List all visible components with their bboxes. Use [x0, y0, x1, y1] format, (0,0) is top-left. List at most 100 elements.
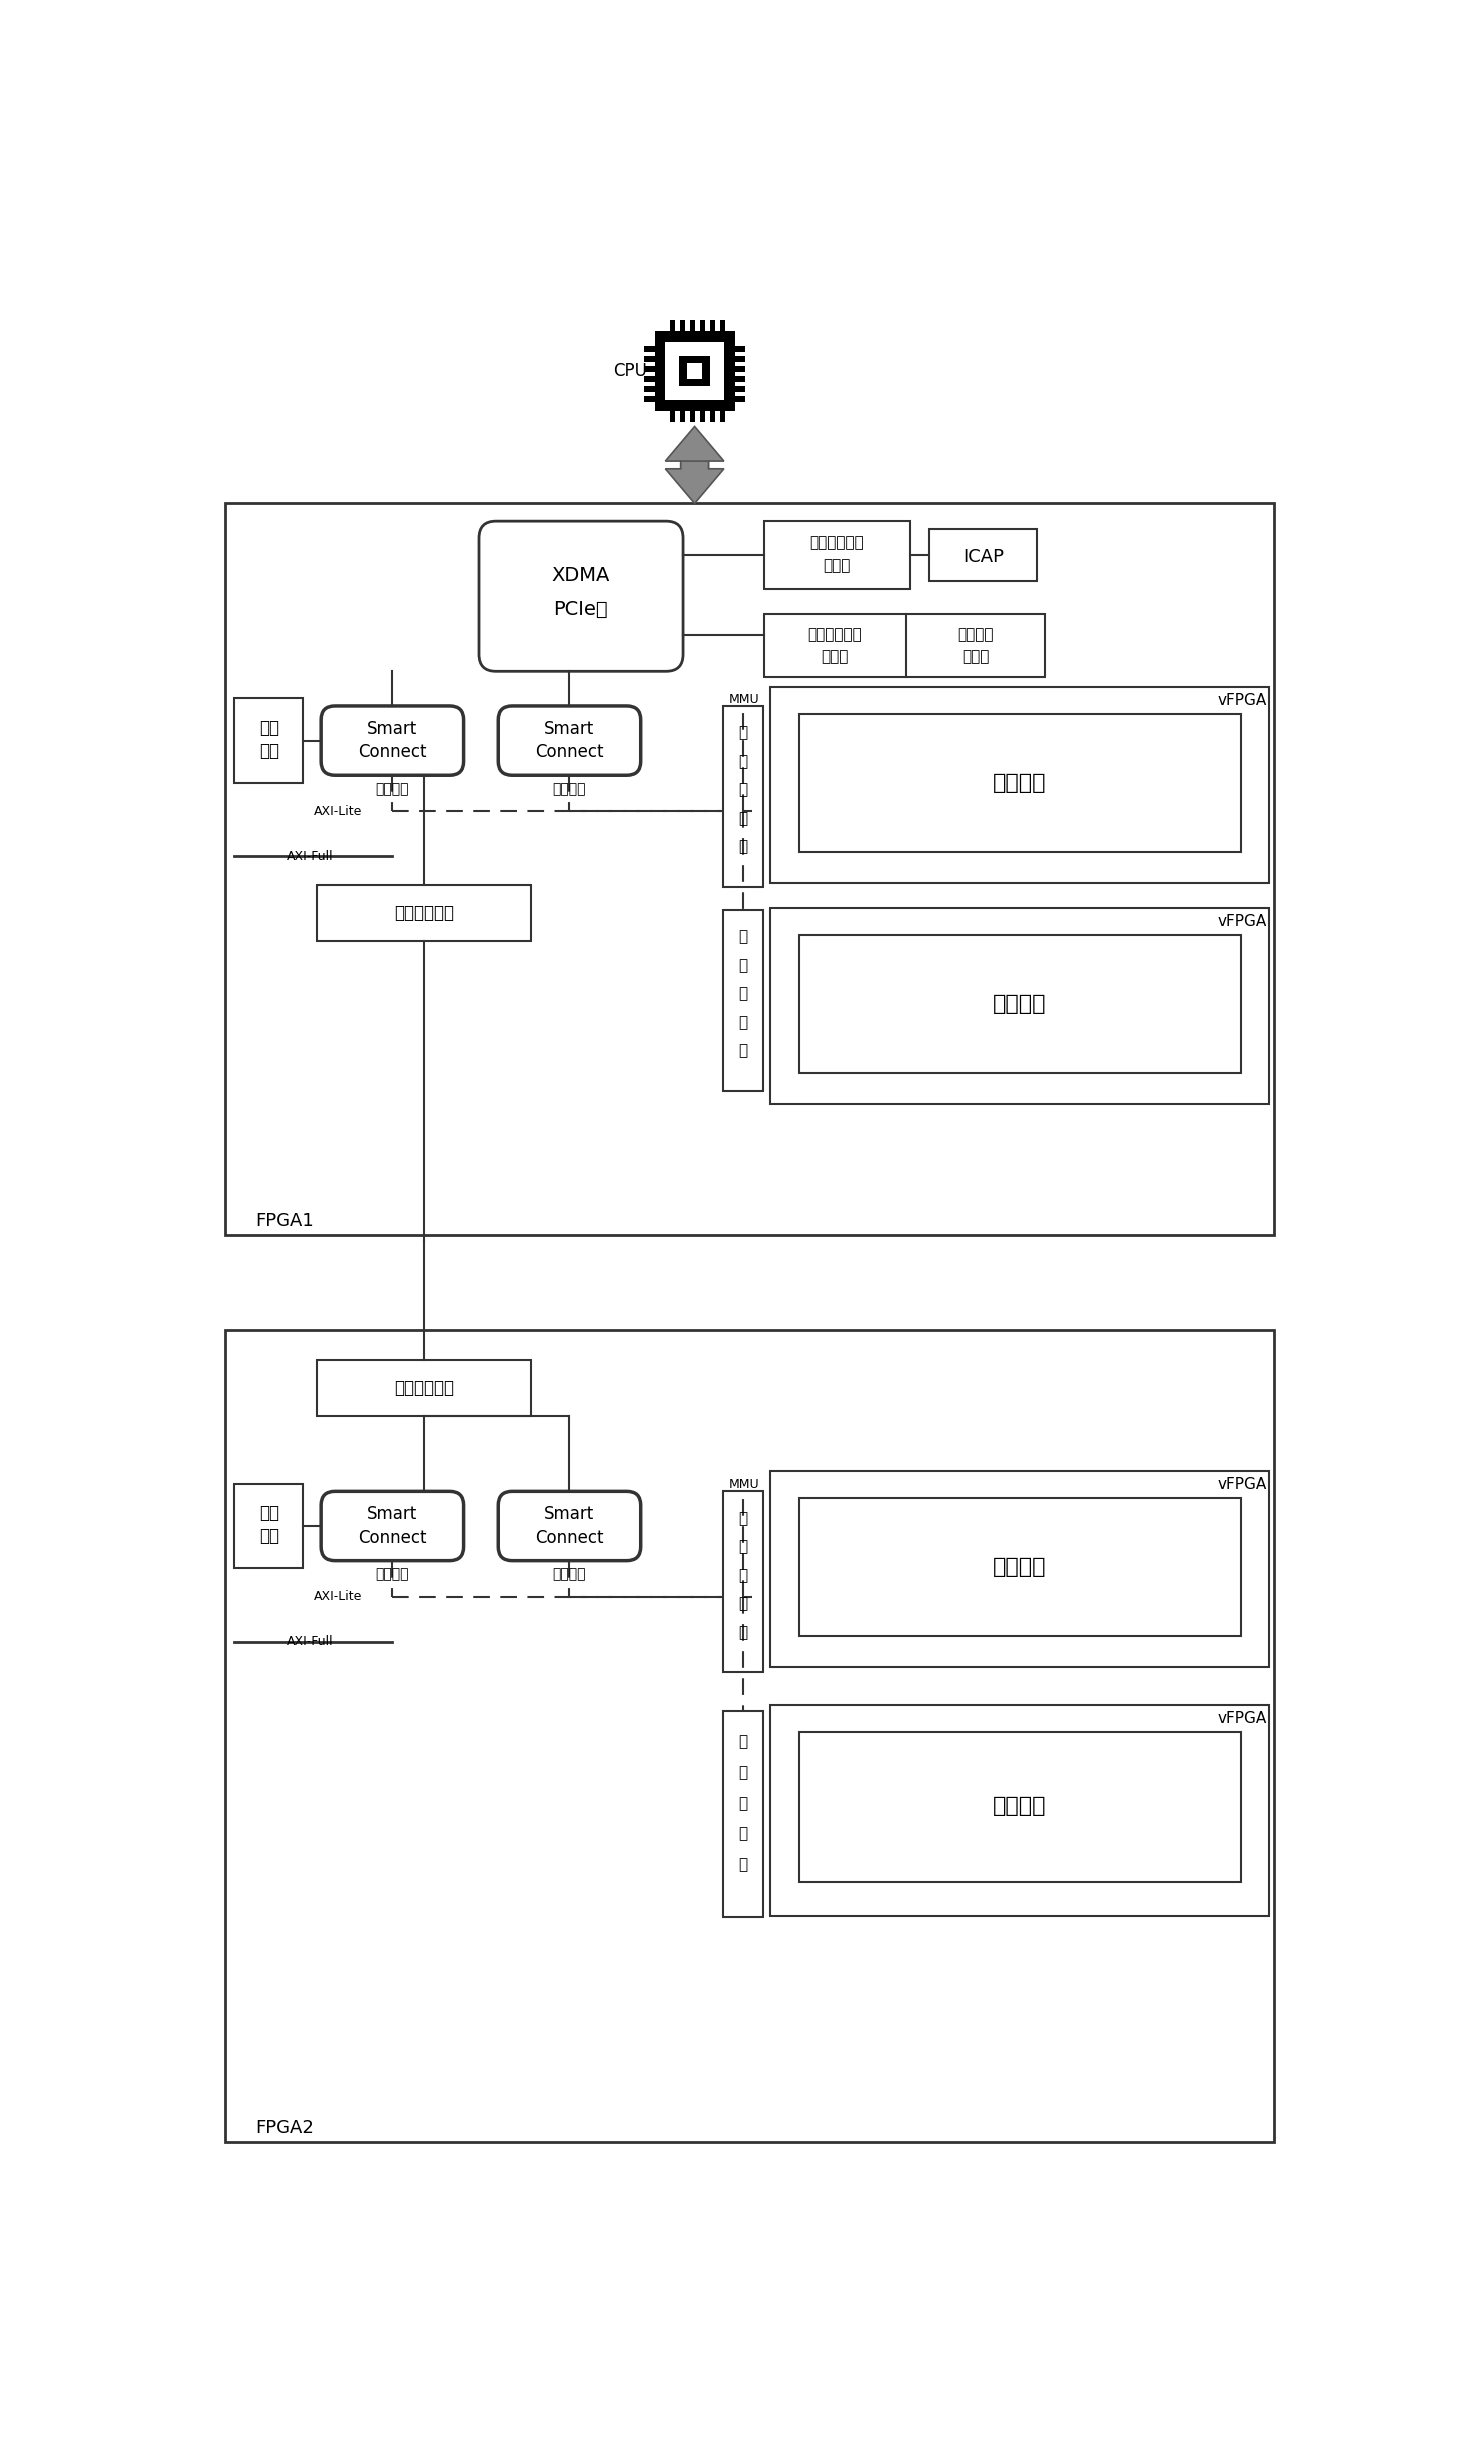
Text: 堆栈: 堆栈 [259, 742, 279, 760]
Text: vFPGA: vFPGA [1218, 1710, 1266, 1725]
Bar [770, 686, 1269, 882]
FancyBboxPatch shape [722, 1470, 766, 2097]
Bar [798, 713, 1241, 853]
Bar [770, 906, 1269, 1105]
Text: AXI-Full: AXI-Full [287, 850, 333, 862]
Text: FPGA1: FPGA1 [256, 1213, 314, 1230]
Bar [643, 345, 655, 353]
Bar [930, 529, 1037, 581]
Text: 器: 器 [738, 1857, 747, 1872]
Bar [734, 377, 746, 382]
Bar [734, 387, 746, 392]
Bar [719, 412, 725, 421]
Text: 控制总线: 控制总线 [376, 1568, 409, 1583]
Bar [690, 412, 696, 421]
Text: 态: 态 [738, 1539, 747, 1553]
Text: 装: 装 [738, 811, 747, 826]
Text: 器: 器 [738, 1624, 747, 1639]
Text: 动: 动 [738, 929, 747, 943]
Bar [724, 1492, 763, 1673]
Bar [234, 698, 304, 784]
Bar [665, 341, 724, 399]
Polygon shape [665, 461, 724, 502]
Bar [770, 1705, 1269, 1916]
Text: 装: 装 [738, 1597, 747, 1612]
Text: AXI-Full: AXI-Full [287, 1634, 333, 1649]
Text: PCIe核: PCIe核 [553, 600, 608, 620]
Text: 数据总线: 数据总线 [553, 1568, 586, 1583]
Text: 静态区域配置: 静态区域配置 [807, 627, 863, 642]
Bar [734, 397, 746, 402]
Text: 态: 态 [738, 958, 747, 973]
Text: 动态区域配置: 动态区域配置 [810, 534, 864, 551]
Text: vFPGA: vFPGA [1218, 1477, 1266, 1492]
Text: 控制总线: 控制总线 [376, 782, 409, 796]
Bar [711, 321, 715, 331]
Text: 动态区域: 动态区域 [958, 627, 994, 642]
Text: Connect: Connect [535, 1529, 604, 1546]
Bar [680, 412, 686, 421]
Text: 隔离器: 隔离器 [962, 649, 990, 664]
FancyBboxPatch shape [480, 522, 683, 671]
Text: 封: 封 [738, 1796, 747, 1811]
Text: Smart: Smart [544, 1504, 594, 1524]
Bar [765, 522, 911, 588]
Text: 器: 器 [738, 840, 747, 855]
Bar [798, 1497, 1241, 1637]
Text: Smart: Smart [367, 1504, 417, 1524]
Text: Connect: Connect [358, 742, 427, 762]
Text: 控制器: 控制器 [822, 649, 848, 664]
Bar [724, 909, 763, 1090]
Text: 封: 封 [738, 782, 747, 796]
Text: 网络协议堆栈: 网络协议堆栈 [395, 1379, 455, 1396]
FancyBboxPatch shape [322, 1492, 463, 1561]
Bar [734, 345, 746, 353]
Text: Connect: Connect [358, 1529, 427, 1546]
FancyBboxPatch shape [322, 706, 463, 774]
Bar [734, 368, 746, 372]
Text: AXI-Lite: AXI-Lite [313, 1590, 361, 1602]
FancyBboxPatch shape [499, 1492, 640, 1561]
Text: 用户逻辑: 用户逻辑 [993, 1556, 1047, 1578]
Polygon shape [665, 426, 724, 468]
Bar [700, 321, 705, 331]
Bar [765, 612, 1045, 676]
Bar [798, 1732, 1241, 1882]
Bar [234, 1485, 304, 1568]
Bar [225, 1330, 1273, 2141]
FancyBboxPatch shape [499, 706, 640, 774]
Text: FPGA2: FPGA2 [256, 2119, 314, 2136]
Text: MMU: MMU [728, 693, 759, 706]
Text: XDMA: XDMA [551, 566, 610, 586]
Text: Smart: Smart [367, 720, 417, 737]
Bar [680, 355, 711, 387]
Text: Smart: Smart [544, 720, 594, 737]
Text: 控制器: 控制器 [823, 559, 851, 573]
Text: MMU: MMU [728, 1477, 759, 1492]
Text: CPU: CPU [613, 363, 646, 380]
Text: 用户逻辑: 用户逻辑 [993, 995, 1047, 1014]
Text: 数据总线: 数据总线 [553, 782, 586, 796]
Text: 封: 封 [738, 987, 747, 1002]
Text: ICAP: ICAP [963, 546, 1004, 566]
Bar [719, 321, 725, 331]
Bar [680, 321, 686, 331]
Bar [643, 387, 655, 392]
Bar [643, 377, 655, 382]
Text: vFPGA: vFPGA [1218, 693, 1266, 708]
Text: 堆栈: 堆栈 [259, 1526, 279, 1546]
Bar [317, 1360, 531, 1416]
Bar [711, 412, 715, 421]
Text: AXI-Lite: AXI-Lite [313, 806, 361, 818]
Bar [317, 884, 531, 941]
Text: 存储: 存储 [259, 718, 279, 737]
FancyBboxPatch shape [722, 686, 766, 1220]
Bar [724, 706, 763, 887]
Text: 动: 动 [738, 1735, 747, 1749]
Text: vFPGA: vFPGA [1218, 914, 1266, 929]
Text: 装: 装 [738, 1828, 747, 1842]
Text: 网络协议堆栈: 网络协议堆栈 [395, 904, 455, 921]
Bar [690, 321, 696, 331]
Bar [643, 397, 655, 402]
Bar [798, 933, 1241, 1073]
